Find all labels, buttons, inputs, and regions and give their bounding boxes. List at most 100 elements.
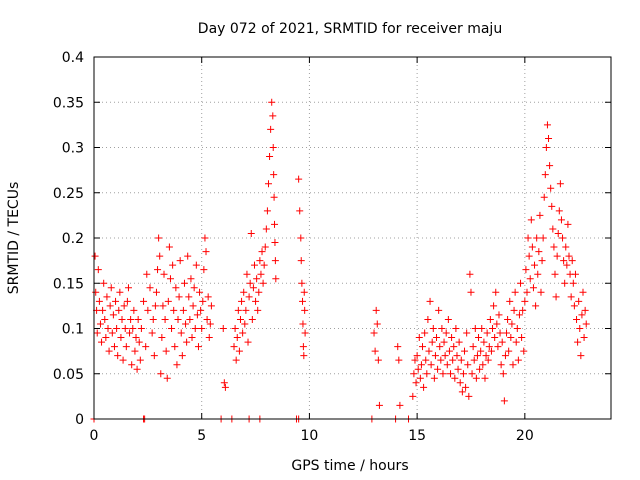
data-point xyxy=(185,293,193,301)
data-point xyxy=(458,388,466,396)
data-point xyxy=(129,325,137,332)
data-point xyxy=(297,257,305,265)
data-point xyxy=(476,365,484,373)
data-point xyxy=(417,361,425,369)
data-point xyxy=(178,352,186,360)
y-tick-label: 0.4 xyxy=(62,50,84,66)
data-point xyxy=(132,334,140,342)
x-tick-label: 20 xyxy=(516,428,534,444)
data-point xyxy=(430,374,438,382)
data-point xyxy=(577,352,585,360)
data-point xyxy=(451,374,459,382)
data-point xyxy=(425,347,433,355)
data-point xyxy=(175,293,183,301)
data-point xyxy=(187,275,195,283)
data-point xyxy=(481,374,489,382)
data-point xyxy=(553,252,561,260)
data-point xyxy=(517,279,525,287)
data-point xyxy=(182,320,190,328)
data-point xyxy=(299,297,307,305)
data-point xyxy=(108,329,116,337)
data-point xyxy=(116,288,124,296)
data-point xyxy=(568,257,576,265)
data-point xyxy=(574,338,582,346)
data-point xyxy=(548,202,556,210)
data-point xyxy=(135,338,143,346)
data-point xyxy=(508,320,516,328)
data-point xyxy=(462,383,470,391)
data-point xyxy=(424,315,432,323)
data-point xyxy=(473,352,481,360)
data-point xyxy=(301,329,309,337)
data-point xyxy=(120,302,128,310)
data-point xyxy=(518,334,526,342)
data-point xyxy=(512,338,520,346)
data-point xyxy=(103,293,111,301)
data-point xyxy=(492,288,500,296)
data-point xyxy=(189,302,197,310)
data-point xyxy=(500,397,508,405)
data-point xyxy=(256,257,264,265)
data-point xyxy=(233,334,241,342)
data-point xyxy=(296,207,304,215)
data-point xyxy=(535,248,543,256)
x-tick-label: 0 xyxy=(90,428,99,444)
data-point xyxy=(515,311,523,319)
data-point xyxy=(573,315,581,323)
data-point xyxy=(569,279,577,287)
chart-title: Day 072 of 2021, SRMTID for receiver maj… xyxy=(198,21,502,37)
data-point xyxy=(575,297,583,305)
data-point xyxy=(191,325,199,332)
data-point xyxy=(158,334,166,342)
data-point xyxy=(375,401,383,409)
data-point xyxy=(114,352,122,360)
data-point xyxy=(121,325,129,332)
y-tick-labels: 0 0.05 0.1 0.15 0.2 0.25 0.3 0.35 0.4 xyxy=(53,50,84,428)
data-point xyxy=(371,347,379,355)
data-point xyxy=(166,275,174,283)
data-point xyxy=(168,325,176,332)
data-point xyxy=(426,297,434,305)
data-point xyxy=(270,171,278,179)
data-point xyxy=(98,338,106,346)
data-point xyxy=(202,248,210,256)
data-point xyxy=(177,329,185,337)
data-point xyxy=(253,275,261,283)
data-point xyxy=(271,239,279,247)
data-point xyxy=(541,171,549,179)
data-point xyxy=(142,343,150,351)
data-point xyxy=(465,392,473,400)
data-point xyxy=(487,347,495,355)
data-point xyxy=(441,352,449,360)
data-point xyxy=(533,234,541,242)
data-point xyxy=(540,193,548,201)
data-point xyxy=(554,229,562,237)
data-point xyxy=(537,288,545,296)
data-point xyxy=(531,261,539,269)
data-point xyxy=(464,361,472,369)
data-point xyxy=(562,243,570,251)
data-point xyxy=(157,370,165,378)
data-point xyxy=(479,361,487,369)
data-point xyxy=(267,125,275,133)
x-tick-label: 10 xyxy=(301,428,319,444)
data-point xyxy=(180,279,188,287)
data-point xyxy=(444,315,452,323)
data-point xyxy=(127,315,135,323)
data-point xyxy=(221,383,229,391)
data-point xyxy=(439,370,447,378)
data-point xyxy=(246,279,254,287)
data-point xyxy=(370,329,378,337)
data-point xyxy=(91,252,99,260)
data-point xyxy=(438,325,446,332)
data-point xyxy=(511,288,519,296)
data-point xyxy=(269,144,277,151)
data-point xyxy=(498,338,506,346)
data-point xyxy=(300,352,308,360)
data-point xyxy=(409,392,417,400)
data-point xyxy=(169,261,177,269)
data-point xyxy=(206,320,214,328)
data-point xyxy=(122,343,130,351)
y-tick-label: 0.2 xyxy=(62,231,84,247)
data-point xyxy=(564,220,572,228)
